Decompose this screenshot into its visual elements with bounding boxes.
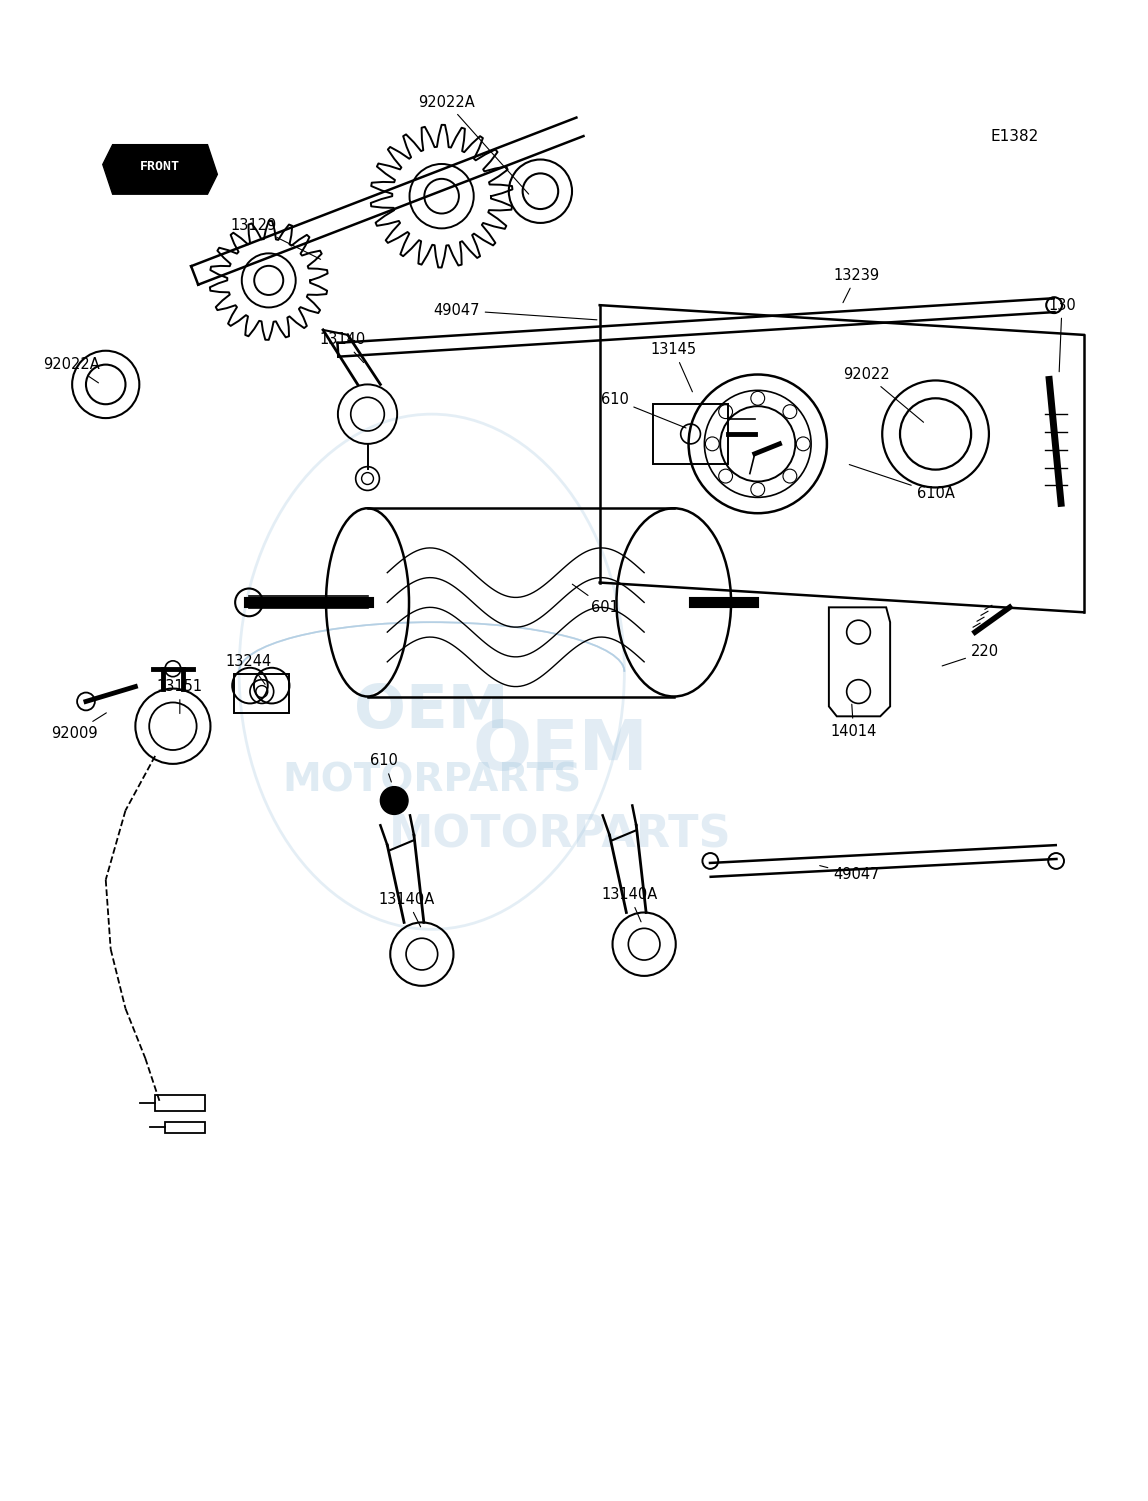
Text: 13140: 13140	[319, 332, 366, 363]
Text: 92009: 92009	[51, 713, 107, 740]
Text: 92022A: 92022A	[418, 95, 529, 194]
Text: 610A: 610A	[850, 465, 954, 501]
Text: OEM: OEM	[355, 681, 509, 741]
Text: 13239: 13239	[833, 269, 879, 303]
Text: 92022A: 92022A	[42, 357, 100, 383]
Text: 13140A: 13140A	[602, 887, 658, 922]
Text: 601: 601	[573, 584, 619, 615]
Text: 13151: 13151	[157, 678, 203, 713]
Polygon shape	[103, 144, 217, 194]
Text: MOTORPARTS: MOTORPARTS	[282, 761, 581, 800]
Text: 220: 220	[943, 644, 999, 666]
Text: 610: 610	[600, 392, 687, 428]
Text: 49047: 49047	[433, 303, 597, 320]
Text: MOTORPARTS: MOTORPARTS	[389, 814, 731, 857]
Bar	[234, 674, 289, 713]
Text: FRONT: FRONT	[140, 161, 180, 173]
Text: 130: 130	[1048, 297, 1076, 372]
Text: 92022: 92022	[843, 368, 923, 422]
Text: 49047: 49047	[820, 866, 879, 883]
Circle shape	[380, 787, 408, 815]
Text: 13140A: 13140A	[379, 892, 435, 926]
Text: 13129: 13129	[231, 219, 320, 260]
Bar	[653, 404, 728, 464]
Text: 14014: 14014	[830, 704, 877, 738]
Bar	[165, 1121, 204, 1133]
Text: E1382: E1382	[991, 129, 1039, 144]
Text: 610: 610	[371, 754, 398, 782]
Text: 13145: 13145	[651, 342, 697, 392]
Text: 13244: 13244	[226, 654, 272, 684]
Text: OEM: OEM	[472, 717, 647, 785]
Polygon shape	[106, 147, 215, 191]
Bar	[155, 1094, 204, 1111]
